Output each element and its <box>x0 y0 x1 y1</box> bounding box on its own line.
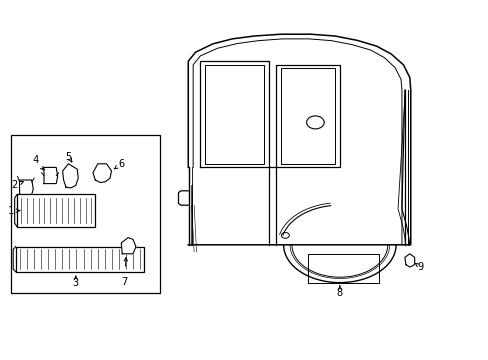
Polygon shape <box>62 164 78 188</box>
Text: 1: 1 <box>8 206 14 216</box>
Text: 2: 2 <box>12 180 18 190</box>
Bar <box>11 135 160 293</box>
Text: 4: 4 <box>32 155 38 165</box>
Text: 5: 5 <box>65 152 71 162</box>
Text: 3: 3 <box>73 278 79 288</box>
Bar <box>17 194 95 227</box>
Text: 8: 8 <box>336 288 342 298</box>
Polygon shape <box>20 180 33 194</box>
Polygon shape <box>121 238 136 254</box>
Text: 9: 9 <box>417 262 423 272</box>
Text: 7: 7 <box>122 276 127 287</box>
Polygon shape <box>93 164 111 183</box>
Text: 6: 6 <box>118 159 124 169</box>
Polygon shape <box>44 167 58 184</box>
Polygon shape <box>404 254 414 267</box>
Bar <box>16 247 144 272</box>
